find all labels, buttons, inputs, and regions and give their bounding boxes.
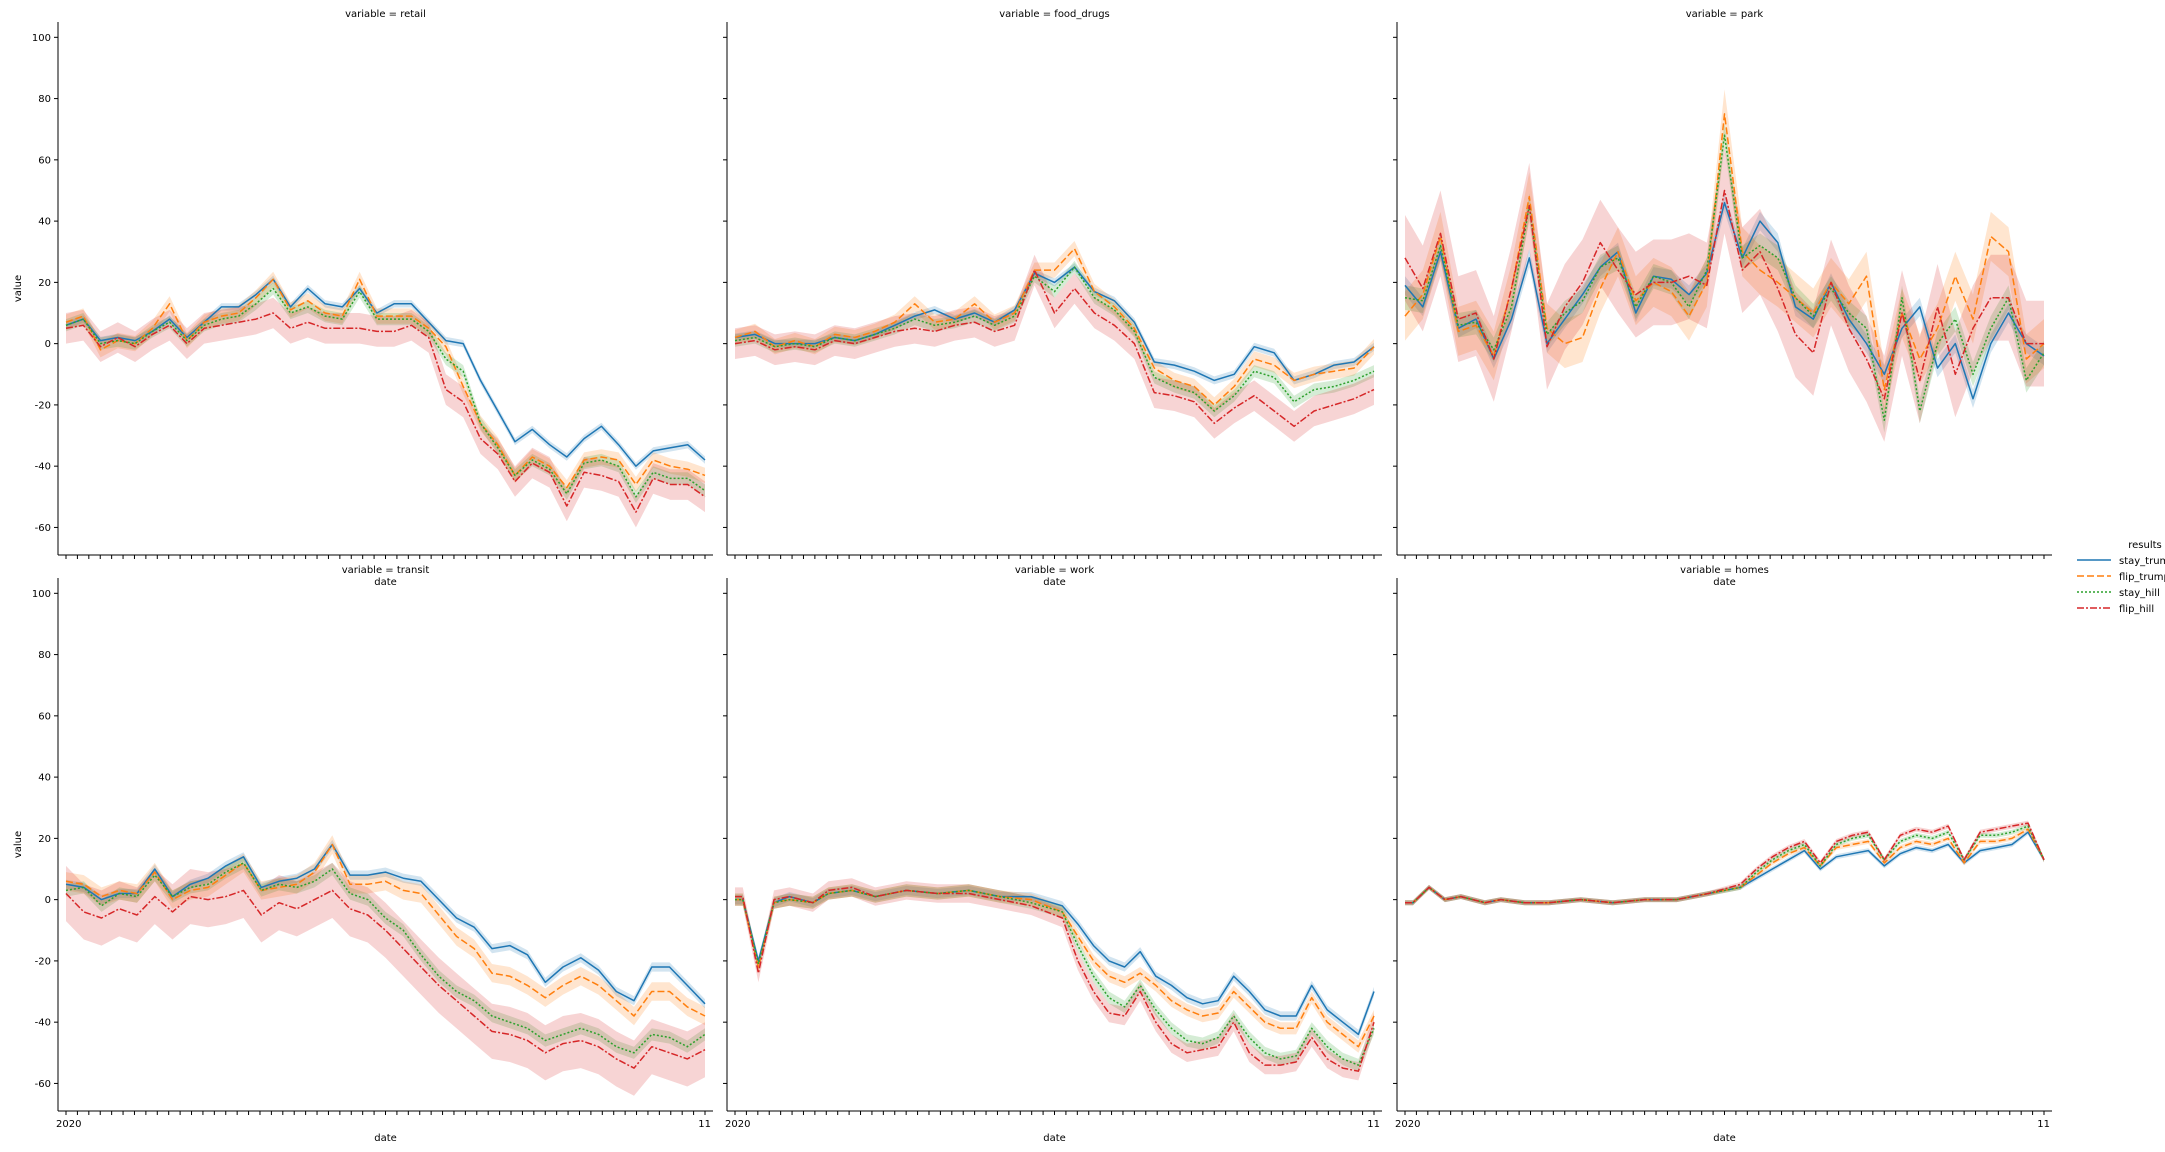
facet-title: variable = transit	[342, 565, 430, 576]
facet-title: variable = work	[1015, 565, 1094, 576]
y-tick-label: 80	[38, 650, 51, 661]
x-axis-label: date	[374, 577, 397, 588]
x-tick-label: 2020	[1395, 1119, 1420, 1130]
x-axis-label: date	[1713, 577, 1736, 588]
confidence-band	[1405, 823, 2044, 906]
confidence-band	[66, 839, 705, 1009]
x-axis-label: date	[1043, 1133, 1066, 1144]
series-line	[1404, 134, 2045, 421]
series-line	[734, 269, 1375, 428]
confidence-band	[735, 241, 1374, 413]
confidence-band	[735, 254, 1374, 442]
y-tick-label: -40	[35, 1018, 51, 1029]
y-tick-label: 100	[32, 589, 51, 600]
confidence-band	[66, 862, 705, 1096]
y-tick-label: -60	[35, 523, 51, 534]
legend-item-stay-hill: stay_hill	[2077, 588, 2160, 599]
confidence-band	[66, 275, 705, 470]
x-tick-label: 2020	[56, 1119, 81, 1130]
facet-panel: variable = retail 100 80 60 40 20 0 -20 -40 -60 va…	[13, 9, 713, 588]
legend: results stay_trump flip_trump stay_hill …	[2077, 540, 2165, 615]
x-axis-label: date	[374, 1133, 397, 1144]
facet-panel: variable = park date	[1393, 9, 2052, 588]
y-tick-label: 20	[38, 834, 51, 845]
confidence-band	[1405, 826, 2044, 906]
series-line	[1404, 201, 2045, 400]
series-line	[65, 287, 706, 498]
y-tick-label: -20	[35, 400, 51, 411]
confidence-band	[1405, 89, 2044, 415]
series-line	[65, 278, 706, 467]
confidence-band	[66, 297, 705, 528]
confidence-band	[1405, 147, 2044, 442]
confidence-band	[66, 271, 705, 496]
y-tick-label: 0	[45, 895, 51, 906]
y-tick-label: -40	[35, 462, 51, 473]
confidence-band	[66, 835, 705, 1026]
confidence-band	[735, 884, 1374, 1072]
x-tick-label: 11	[698, 1119, 711, 1130]
y-tick-label: 0	[45, 339, 51, 350]
y-axis-label: value	[13, 275, 24, 302]
legend-label: stay_hill	[2119, 588, 2160, 599]
facet-panel: variable = work 2020 11 date	[723, 565, 1382, 1144]
legend-item-stay-trump: stay_trump	[2077, 556, 2165, 567]
series-line	[65, 278, 706, 489]
y-tick-label: 60	[38, 711, 51, 722]
series-line	[1405, 825, 2045, 904]
x-tick-label: 2020	[725, 1119, 750, 1130]
y-tick-label: 60	[38, 155, 51, 166]
y-tick-label: 40	[38, 773, 51, 784]
confidence-band	[1405, 829, 2044, 906]
series-line	[1404, 189, 2044, 400]
y-tick-label: 40	[38, 217, 51, 228]
series-line	[734, 266, 1375, 412]
y-tick-label: -20	[35, 956, 51, 967]
y-axis-label: value	[13, 831, 24, 858]
confidence-band	[735, 884, 1374, 1053]
facet-title: variable = food_drugs	[999, 9, 1110, 20]
facet-title: variable = retail	[345, 9, 426, 20]
x-axis-label: date	[1713, 1133, 1736, 1144]
y-tick-label: 20	[38, 278, 51, 289]
series-line	[1404, 113, 2045, 391]
confidence-band	[735, 263, 1374, 385]
x-tick-label: 11	[2037, 1119, 2050, 1130]
confidence-band	[1405, 820, 2044, 906]
legend-item-flip-trump: flip_trump	[2077, 572, 2165, 583]
y-tick-label: 100	[32, 33, 51, 44]
facet-title: variable = homes	[1680, 565, 1769, 576]
series-line	[735, 886, 1375, 1072]
series-line	[735, 889, 1375, 1066]
legend-label: stay_trump	[2119, 556, 2165, 567]
legend-title: results	[2128, 540, 2162, 551]
series-line	[65, 312, 706, 513]
facet-grid: variable = retail100806040200-20-40-60va…	[13, 9, 2052, 1144]
series-line	[734, 266, 1375, 382]
y-tick-label: -60	[35, 1079, 51, 1090]
series-line	[65, 862, 706, 1054]
facet-panel: variable = transit 100 80 60 40 20 0 -20 -40 -60 v…	[13, 565, 713, 1144]
legend-label: flip_hill	[2119, 604, 2154, 615]
legend-label: flip_trump	[2119, 572, 2165, 583]
series-line	[734, 247, 1375, 406]
series-line	[65, 843, 706, 1005]
facet-title: variable = park	[1686, 9, 1764, 20]
series-line	[1405, 831, 2045, 904]
x-tick-label: 11	[1367, 1119, 1380, 1130]
series-line	[65, 843, 706, 1017]
series-line	[65, 889, 706, 1069]
facet-panel: variable = homes 2020 11 date	[1393, 565, 2052, 1144]
x-axis-label: date	[1043, 577, 1066, 588]
y-tick-label: 80	[38, 94, 51, 105]
legend-item-flip-hill: flip_hill	[2077, 604, 2154, 615]
